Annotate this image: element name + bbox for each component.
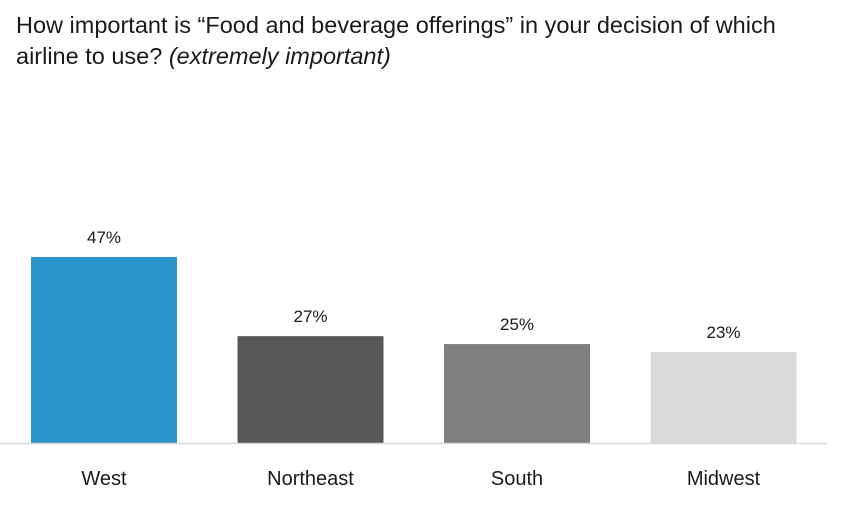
- data-label-northeast: 27%: [293, 307, 327, 326]
- bar-south: [444, 344, 590, 443]
- category-label-west: West: [81, 468, 127, 490]
- data-label-south: 25%: [500, 315, 534, 334]
- category-label-northeast: Northeast: [267, 468, 354, 490]
- data-label-midwest: 23%: [706, 323, 740, 342]
- category-label-south: South: [491, 468, 543, 490]
- category-label-midwest: Midwest: [687, 468, 761, 490]
- bar-west: [31, 257, 177, 443]
- chart-title-qualifier: (extremely important): [168, 43, 391, 69]
- chart-title-main: How important is “Food and beverage offe…: [16, 12, 776, 69]
- data-label-west: 47%: [87, 228, 121, 247]
- bar-group: 47% West 27% Northeast 25% South 23% Midwest: [31, 228, 797, 490]
- chart-title: How important is “Food and beverage offe…: [16, 10, 836, 72]
- bar-northeast: [237, 336, 384, 443]
- bar-midwest: [650, 351, 797, 443]
